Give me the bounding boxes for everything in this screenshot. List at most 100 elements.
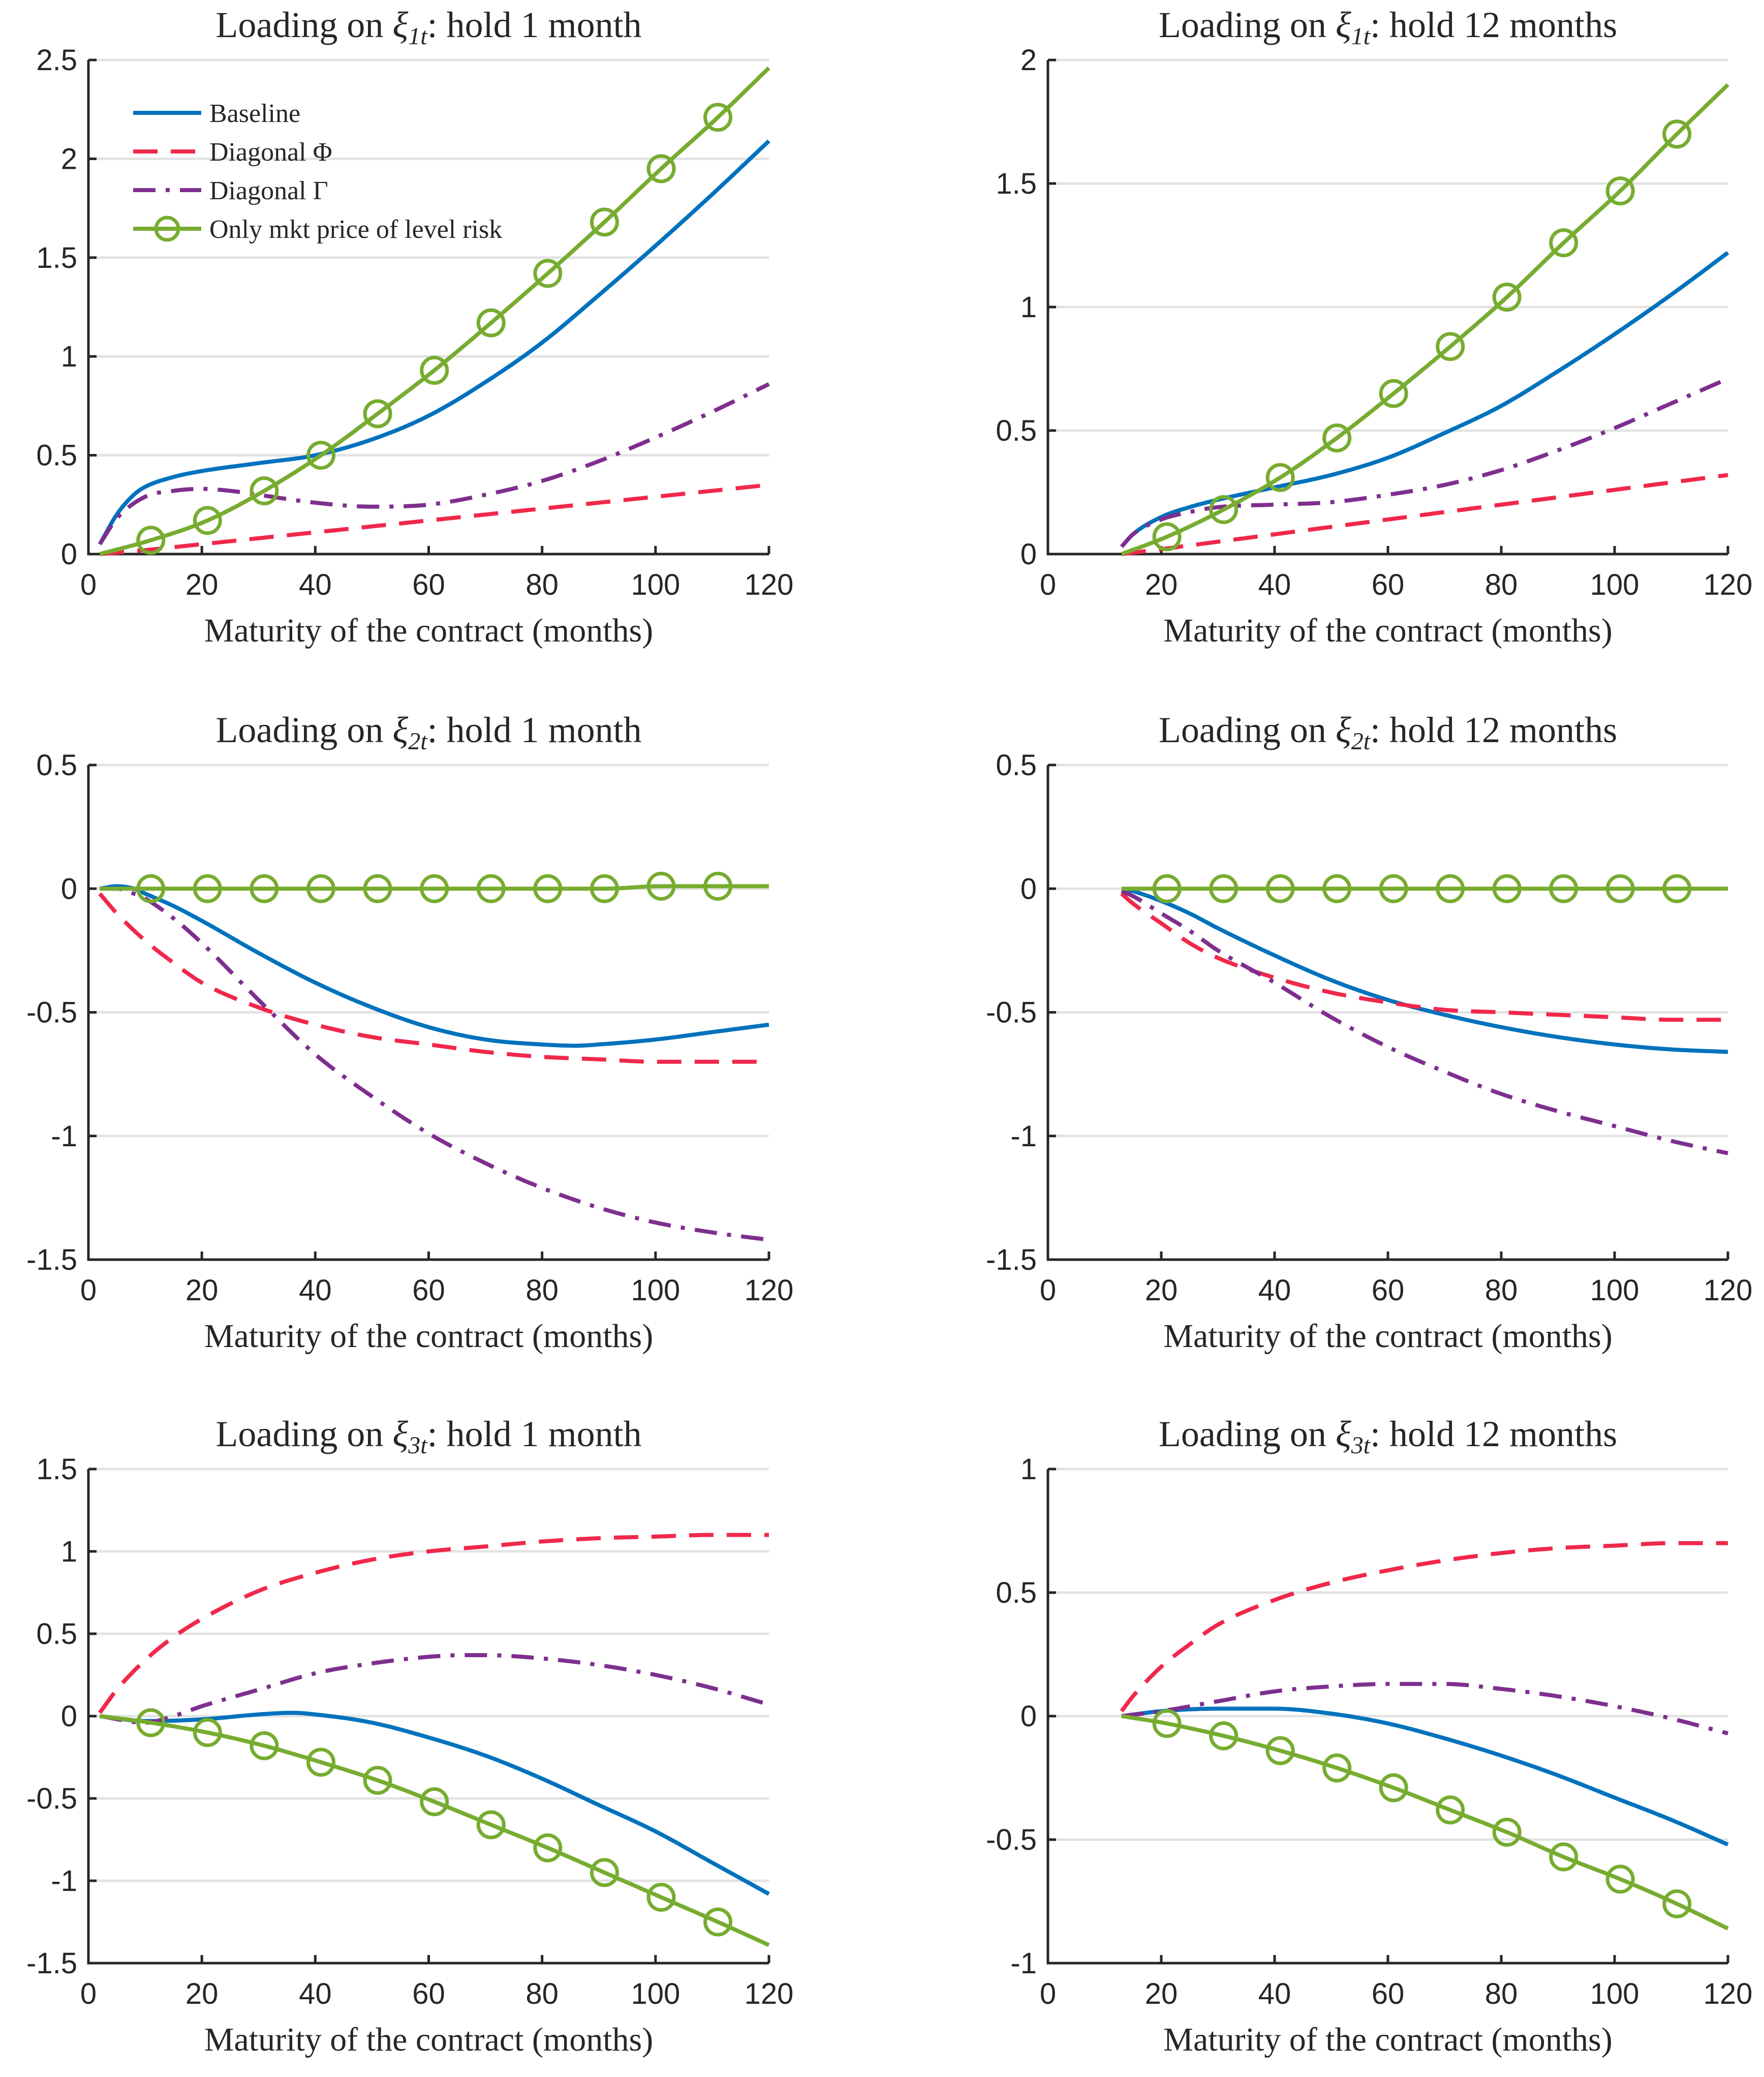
x-tick-label: 20 [185, 1977, 219, 2010]
series-marker-mkt [476, 874, 506, 903]
x-tick-label: 0 [1040, 1977, 1056, 2010]
y-tick-label: 1 [1020, 1453, 1037, 1486]
series-marker-mkt [1322, 874, 1352, 903]
series-line-diaggamma [1121, 889, 1728, 1155]
title-symbol: ξ [1336, 710, 1351, 750]
y-tick-label: 0.5 [996, 414, 1037, 447]
chart-panel-1: 0 0.5 1 1.5 2 2.5 0 20 40 60 80 100 120 Maturity of t… [36, 5, 793, 649]
series-marker-mkt [136, 874, 166, 903]
series-marker-mkt [1605, 874, 1635, 903]
chart-panel-4: -1.5 -1 -0.5 0 0.5 0 20 40 60 80 100 120 Maturity of… [986, 710, 1752, 1355]
series-marker-mkt [646, 154, 676, 184]
series-marker-mkt [306, 441, 335, 470]
y-tick-label: -1 [51, 1120, 77, 1153]
x-tick-label: 20 [1145, 568, 1178, 601]
y-tick-label: 1.5 [996, 167, 1037, 200]
x-tick-label: 60 [412, 1274, 445, 1307]
y-tick-label: 0 [1020, 538, 1037, 571]
series-marker-mkt [250, 874, 279, 903]
y-tick-label: 0 [61, 872, 77, 905]
axis-lines [87, 60, 769, 556]
legend-label-diaggamma: Diagonal Γ [209, 176, 328, 205]
panel-title: Loading on ξ1t: hold 12 months [1159, 5, 1617, 50]
panel-title: Loading on ξ3t: hold 12 months [1159, 1414, 1617, 1459]
x-tick-label: 100 [1590, 568, 1639, 601]
y-tick-label: 0.5 [36, 439, 77, 472]
series-marker-mkt [1379, 874, 1408, 903]
x-tick-label: 120 [1704, 1274, 1753, 1307]
x-tick-label: 80 [1485, 568, 1518, 601]
series-marker-mkt [1152, 522, 1182, 552]
chart-panel-6: -1 -0.5 0 0.5 1 0 20 40 60 80 100 120 Maturity of th… [986, 1414, 1752, 2058]
series-marker-mkt [193, 874, 222, 903]
y-tick-label: -1.5 [986, 1243, 1037, 1276]
y-tick-label: 0 [61, 1700, 77, 1733]
series-marker-mkt [136, 526, 166, 555]
series-marker-mkt [193, 1718, 222, 1747]
series-line-mkt [1121, 83, 1729, 556]
y-tick-label: 2 [61, 142, 77, 175]
series-line-mkt [99, 1714, 770, 1947]
series-line-diaggamma [99, 1653, 770, 1725]
title-prefix: Loading on [1159, 5, 1336, 45]
axis-lines [87, 1469, 769, 1965]
x-tick-label: 80 [1485, 1274, 1518, 1307]
x-tick-label: 80 [525, 1977, 559, 2010]
y-tick-label: -1.5 [26, 1947, 77, 1980]
x-axis-title: Maturity of the contract (months) [204, 612, 653, 649]
chart-panel-3: -1.5 -1 -0.5 0 0.5 0 20 40 60 80 100 120 Maturity of… [26, 710, 793, 1355]
panel-title: Loading on ξ2t: hold 1 month [215, 710, 641, 755]
legend: Baseline Diagonal Φ Diagonal Γ Only mkt pri… [133, 99, 502, 244]
x-tick-label: 100 [1590, 1977, 1639, 2010]
x-tick-label: 60 [1372, 568, 1405, 601]
series-marker-mkt [1662, 119, 1692, 149]
series-marker-mkt [306, 1748, 335, 1777]
series-marker-mkt [1265, 463, 1295, 492]
y-tick-label: 0.5 [996, 1576, 1037, 1609]
series-marker-mkt [420, 1787, 449, 1816]
title-symbol: ξ [392, 1414, 408, 1454]
series-marker-mkt [1265, 1736, 1295, 1765]
x-tick-label: 80 [525, 1274, 559, 1307]
series-marker-mkt [420, 874, 449, 903]
legend-label-mkt: Only mkt price of level risk [209, 215, 502, 244]
series-marker-mkt [1209, 1721, 1239, 1751]
series-marker-mkt [363, 1765, 392, 1795]
title-subscript: 2t [1351, 728, 1371, 755]
y-tick-label: 0 [1020, 872, 1037, 905]
series-marker-mkt [250, 476, 279, 506]
series-line-baseline [98, 139, 770, 545]
series-marker-mkt [590, 207, 619, 237]
x-tick-label: 60 [1372, 1274, 1405, 1307]
y-tick-label: -0.5 [26, 1782, 77, 1815]
legend-label-baseline: Baseline [209, 99, 300, 128]
x-tick-label: 0 [80, 568, 97, 601]
title-prefix: Loading on [1159, 1414, 1336, 1454]
series-marker-mkt [136, 1708, 166, 1737]
y-tick-label: 1 [61, 1535, 77, 1568]
title-symbol: ξ [392, 710, 408, 750]
series-line-diagphi [1120, 1541, 1728, 1713]
title-subscript: 1t [408, 23, 428, 50]
y-tick-label: 0 [1020, 1700, 1037, 1733]
y-tick-label: 0.5 [996, 749, 1037, 782]
y-tick-label: 1.5 [36, 1453, 77, 1486]
x-tick-label: 120 [745, 568, 794, 601]
y-tick-label: 2.5 [36, 44, 77, 77]
x-tick-label: 80 [1485, 1977, 1518, 2010]
x-tick-label: 80 [525, 568, 559, 601]
series-line-diagphi [1120, 892, 1728, 1022]
title-subscript: 2t [408, 728, 428, 755]
axis-lines [87, 765, 769, 1261]
series-marker-mkt [703, 1907, 733, 1937]
series-marker-mkt [1492, 283, 1522, 312]
series-line-diagphi [1121, 473, 1728, 556]
x-axis-title: Maturity of the contract (months) [1163, 612, 1612, 649]
title-subscript: 1t [1351, 23, 1371, 50]
title-prefix: Loading on [215, 710, 392, 750]
series-marker-mkt [1549, 228, 1579, 258]
y-tick-label: 1 [1020, 291, 1037, 324]
x-tick-label: 40 [299, 1274, 332, 1307]
series-marker-mkt [250, 1731, 279, 1760]
series-marker-mkt [1436, 874, 1465, 903]
